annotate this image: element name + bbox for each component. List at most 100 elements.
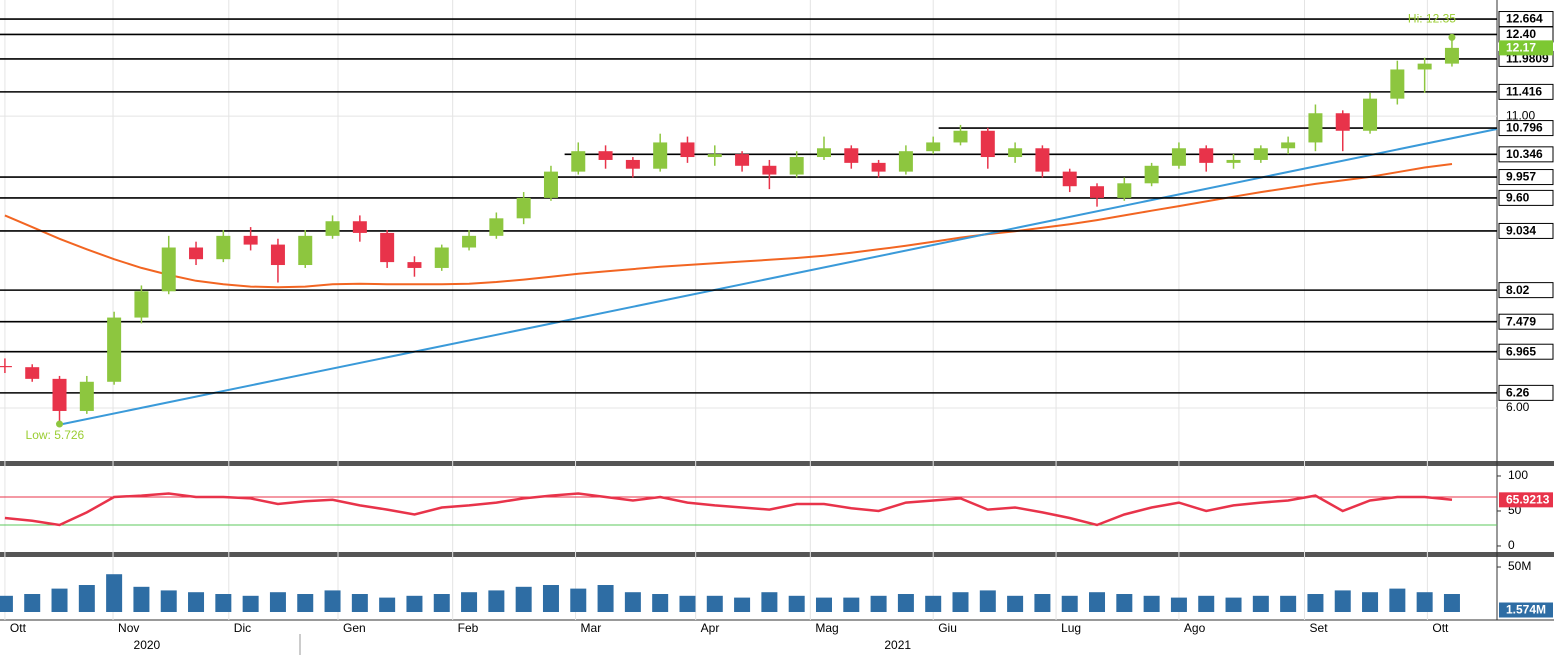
- pane-separator: [0, 552, 1554, 557]
- volume-bar: [106, 574, 123, 612]
- candle-body: [707, 154, 722, 158]
- x-tick-label: Set: [1310, 621, 1329, 635]
- annotation: Low: 5.726: [26, 428, 85, 442]
- candle-body: [352, 221, 367, 233]
- last-volume-box: [1499, 602, 1553, 618]
- y-tick-label: 11.00: [1506, 108, 1535, 122]
- candle-body: [953, 130, 968, 143]
- volume-bar: [761, 592, 778, 612]
- y-tick-label: 50M: [1508, 559, 1531, 573]
- last-value-box: [1499, 492, 1553, 508]
- level-label-box: [1498, 384, 1554, 401]
- candle-body: [898, 151, 913, 172]
- last-price: 12.17: [1506, 41, 1536, 55]
- last-value: 65.9213: [1506, 493, 1550, 507]
- x-tick-label: Mar: [581, 621, 602, 635]
- level-label-box: [1498, 313, 1554, 330]
- candle-body: [926, 142, 941, 152]
- candle-body: [270, 244, 285, 266]
- candle-body: [762, 165, 777, 175]
- x-tick-label: Ago: [1184, 621, 1206, 635]
- volume-bar: [925, 595, 942, 612]
- volume-bar: [870, 595, 887, 612]
- candle-body: [598, 151, 613, 160]
- x-tick-label: Nov: [118, 621, 139, 635]
- level-label: 6.965: [1506, 344, 1536, 358]
- volume-bar: [1362, 592, 1379, 612]
- volume-bar: [133, 586, 150, 612]
- volume-bar: [897, 594, 914, 612]
- pane-separator: [0, 461, 1554, 466]
- volume-bar: [24, 594, 41, 612]
- volume-bar: [1116, 594, 1133, 612]
- x-tick-label: Lug: [1061, 621, 1081, 635]
- rsi-line: [4, 492, 1453, 527]
- volume-bar: [1280, 595, 1297, 612]
- candle-body: [407, 262, 422, 268]
- candle-body: [543, 171, 558, 198]
- level-label-box: [1498, 83, 1554, 100]
- volume-bar: [843, 597, 860, 612]
- level-label-box: [1498, 189, 1554, 206]
- level-label: 7.479: [1506, 314, 1536, 328]
- level-label-box: [1498, 146, 1554, 163]
- level-label-box: [1498, 169, 1554, 186]
- volume-bar: [297, 594, 314, 612]
- candle-body: [380, 232, 395, 263]
- year-label: 2020: [134, 638, 161, 652]
- level-label: 11.416: [1506, 85, 1542, 99]
- candle-body: [1308, 113, 1323, 143]
- volume-bar: [815, 597, 832, 612]
- candle-body: [298, 235, 313, 266]
- volume-bar: [269, 592, 286, 612]
- volume-bar: [215, 594, 232, 612]
- candle-body: [1199, 148, 1214, 163]
- candle-body: [189, 247, 204, 260]
- level-label-box: [1498, 282, 1554, 299]
- volume-bar: [952, 592, 969, 612]
- volume-bar: [1389, 588, 1406, 612]
- candle-body: [680, 142, 695, 158]
- annotation-dot: [56, 420, 64, 428]
- y-tick-label: 0: [1508, 538, 1515, 552]
- x-tick-label: Ott: [1432, 621, 1449, 635]
- candle-body: [0, 366, 12, 368]
- candle-body: [735, 154, 750, 166]
- candle-body: [1444, 47, 1459, 64]
- candle-body: [1035, 148, 1050, 172]
- candle-body: [1062, 171, 1077, 187]
- volume-bar: [0, 595, 13, 612]
- level-label: 8.02: [1506, 283, 1530, 297]
- volume-bar: [406, 595, 423, 612]
- candle-body: [434, 247, 449, 268]
- volume-bar: [1007, 595, 1024, 612]
- x-tick-label: Gen: [343, 621, 366, 635]
- candle-body: [216, 235, 231, 260]
- candle-body: [1253, 148, 1268, 160]
- candle-body: [516, 197, 531, 219]
- trendline: [62, 128, 1498, 425]
- volume-bar: [1061, 595, 1078, 612]
- volume-bar: [1170, 597, 1187, 612]
- volume-bar: [652, 594, 669, 612]
- level-label: 10.796: [1506, 121, 1543, 135]
- level-label-box: [1498, 120, 1554, 137]
- candle-body: [789, 157, 804, 175]
- candle-body: [1363, 98, 1378, 131]
- candle-body: [462, 235, 477, 248]
- candle-body: [25, 367, 40, 379]
- volume-bar: [433, 594, 450, 612]
- volume-bar: [1225, 597, 1242, 612]
- volume-bar: [1416, 592, 1433, 612]
- candle-body: [844, 148, 859, 163]
- level-label: 12.40: [1506, 27, 1536, 41]
- candle-body: [325, 221, 340, 236]
- volume-bar: [461, 592, 478, 612]
- candle-body: [1417, 63, 1432, 70]
- candle-body: [1117, 183, 1132, 198]
- x-tick-label: Dic: [234, 621, 251, 635]
- level-label: 9.60: [1506, 191, 1530, 205]
- volume-bar: [706, 595, 723, 612]
- level-label: 9.957: [1506, 170, 1536, 184]
- year-label: 2021: [884, 638, 911, 652]
